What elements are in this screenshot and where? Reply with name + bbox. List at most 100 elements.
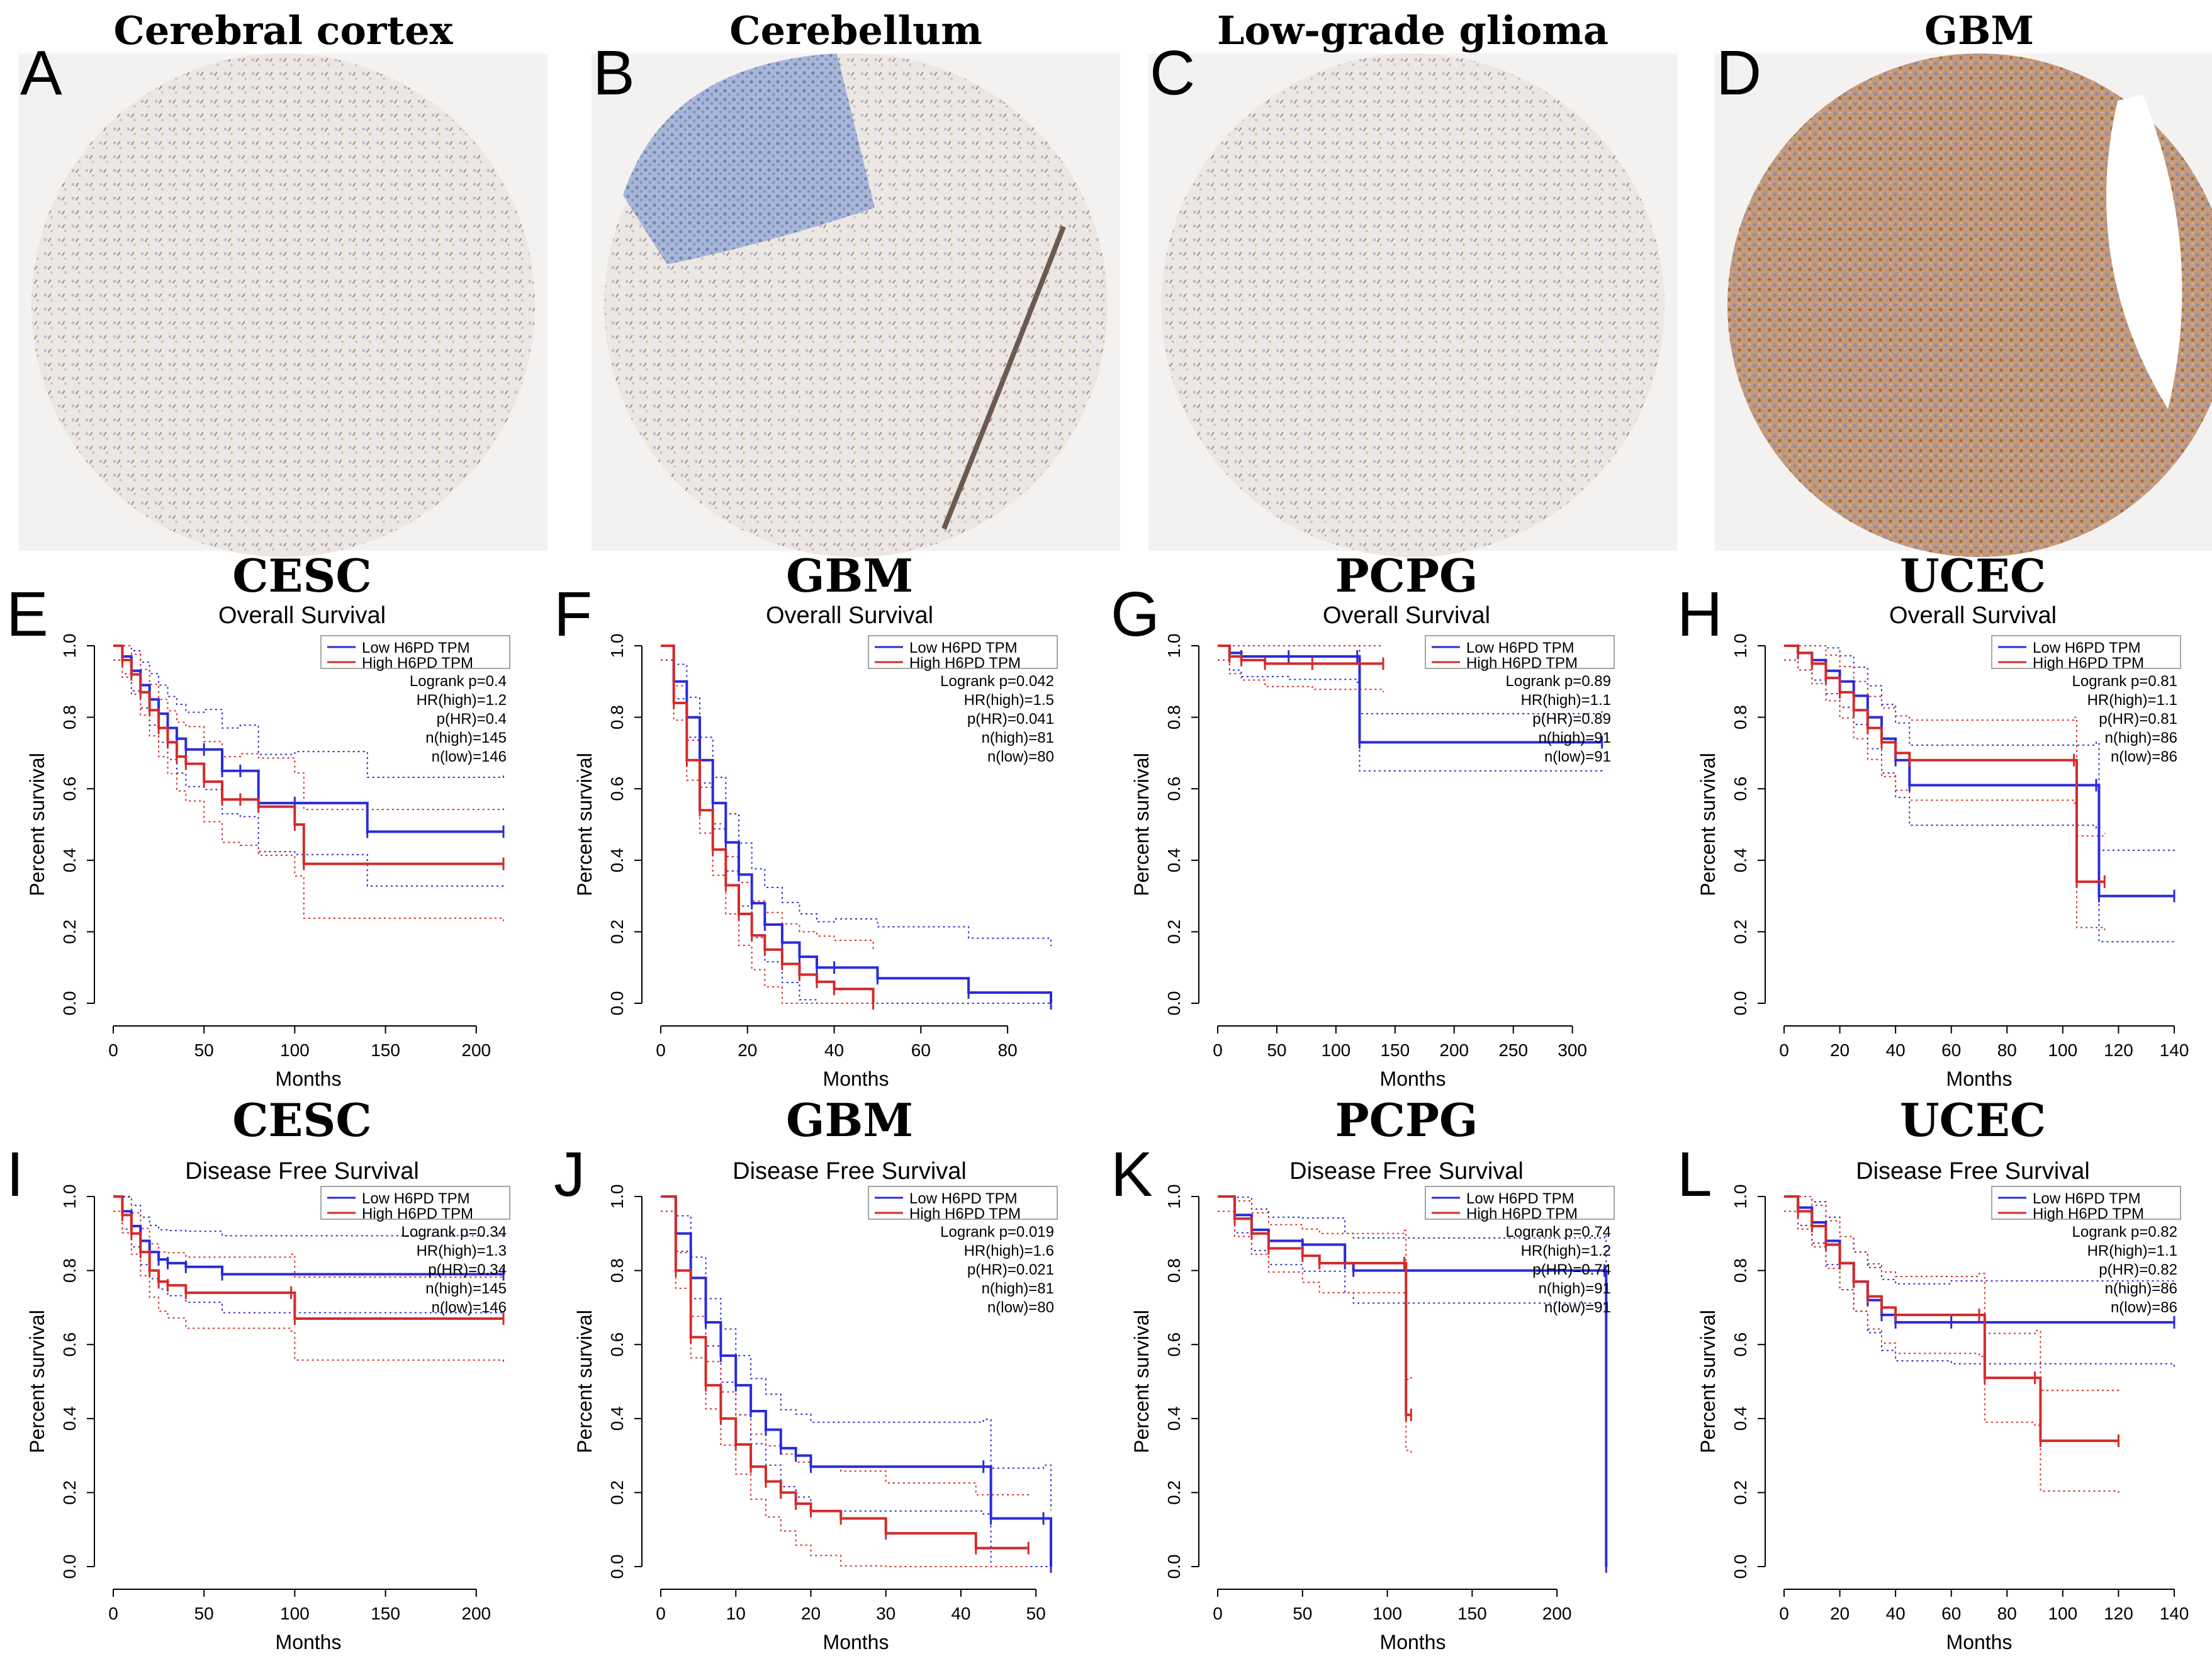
y-tick-label: 0.2 bbox=[60, 1480, 79, 1505]
legend-label: Low H6PD TPM bbox=[362, 639, 470, 656]
x-tick-label: 120 bbox=[2104, 1040, 2133, 1060]
y-tick-label: 0.4 bbox=[60, 1406, 79, 1431]
stat-text: p(HR)=0.81 bbox=[2099, 711, 2177, 728]
stat-text: n(low)=146 bbox=[432, 748, 507, 765]
chart-subtitle: Disease Free Survival bbox=[185, 1158, 419, 1185]
y-tick-label: 0.2 bbox=[1164, 1480, 1184, 1505]
ci-lower-high bbox=[113, 1210, 504, 1363]
stat-text: n(high)=91 bbox=[1539, 729, 1611, 746]
ihc-panel-d: GBM D bbox=[1715, 8, 2212, 557]
legend-box bbox=[320, 1186, 510, 1220]
x-tick-label: 100 bbox=[2048, 1604, 2077, 1623]
y-tick-label: 0.6 bbox=[607, 1332, 627, 1357]
stat-text: p(HR)=0.021 bbox=[967, 1261, 1054, 1278]
x-tick-label: 40 bbox=[1886, 1604, 1906, 1623]
stat-text: n(high)=86 bbox=[2105, 729, 2177, 746]
km-curve-high bbox=[661, 1195, 1029, 1550]
ci-upper-low bbox=[661, 1196, 1052, 1511]
chart-panel-letter: L bbox=[1677, 1139, 1712, 1210]
x-tick-label: 150 bbox=[371, 1604, 400, 1623]
x-tick-label: 100 bbox=[2048, 1040, 2077, 1060]
legend-label: Low H6PD TPM bbox=[2033, 1190, 2141, 1207]
stat-text: Logrank p=0.81 bbox=[2072, 673, 2177, 690]
x-tick-label: 40 bbox=[824, 1040, 844, 1060]
km-chart-k: K PCPG Disease Free Survival 0.0 0.2 0.4 0.6 0.… bbox=[1111, 1093, 1615, 1653]
x-tick-label: 100 bbox=[1373, 1604, 1402, 1623]
legend-label: High H6PD TPM bbox=[909, 1205, 1021, 1222]
x-tick-label: 20 bbox=[1830, 1604, 1850, 1623]
x-tick-label: 300 bbox=[1558, 1040, 1587, 1060]
x-tick-label: 80 bbox=[1997, 1040, 2017, 1060]
legend-label: Low H6PD TPM bbox=[1466, 1190, 1575, 1207]
x-tick-label: 150 bbox=[1380, 1040, 1410, 1060]
y-tick-label: 0.6 bbox=[60, 777, 79, 801]
stat-text: Logrank p=0.042 bbox=[940, 673, 1054, 690]
x-axis-label: Months bbox=[1380, 1631, 1446, 1653]
x-axis-label: Months bbox=[276, 1631, 342, 1653]
x-tick-label: 50 bbox=[1267, 1040, 1286, 1060]
ci-lower-low bbox=[1218, 1210, 1607, 1567]
y-tick-label: 0.6 bbox=[1164, 777, 1184, 801]
y-tick-label: 0.2 bbox=[1164, 920, 1184, 944]
x-tick-label: 60 bbox=[1941, 1040, 1961, 1060]
legend-label: High H6PD TPM bbox=[362, 655, 473, 672]
y-tick-label: 1.0 bbox=[607, 1185, 627, 1209]
stat-text: n(high)=81 bbox=[982, 1280, 1054, 1297]
ihc-panel-title: GBM bbox=[1924, 8, 2034, 53]
y-tick-label: 0.8 bbox=[607, 1258, 627, 1283]
chart-title: CESC bbox=[232, 549, 371, 602]
stat-text: Logrank p=0.4 bbox=[410, 673, 507, 690]
ihc-tissue-core bbox=[1727, 53, 2212, 557]
stat-text: HR(high)=1.1 bbox=[2087, 692, 2177, 709]
x-tick-label: 50 bbox=[194, 1604, 214, 1623]
stat-text: n(low)=86 bbox=[2111, 748, 2177, 765]
x-tick-label: 60 bbox=[911, 1040, 931, 1060]
y-tick-label: 0.0 bbox=[1164, 991, 1184, 1016]
y-tick-label: 0.0 bbox=[60, 991, 79, 1016]
y-tick-label: 0.0 bbox=[607, 1555, 627, 1579]
km-chart-l: L UCEC Disease Free Survival 0.0 0.2 0.4 0.6 0.… bbox=[1677, 1093, 2189, 1653]
x-tick-label: 40 bbox=[1886, 1040, 1906, 1060]
legend-label: Low H6PD TPM bbox=[909, 639, 1018, 656]
x-tick-label: 40 bbox=[951, 1604, 970, 1623]
x-tick-label: 140 bbox=[2160, 1604, 2189, 1623]
y-tick-label: 0.2 bbox=[60, 920, 79, 944]
ihc-panel-letter: A bbox=[20, 38, 62, 108]
ihc-tissue-tear bbox=[2106, 94, 2182, 409]
stat-text: HR(high)=1.1 bbox=[1521, 692, 1611, 709]
y-tick-label: 1.0 bbox=[60, 1185, 79, 1209]
y-tick-label: 0.0 bbox=[1731, 991, 1750, 1016]
stat-text: n(high)=145 bbox=[425, 729, 507, 746]
ci-lower-high bbox=[1784, 659, 2106, 931]
y-tick-label: 1.0 bbox=[1164, 634, 1184, 658]
y-tick-label: 0.4 bbox=[607, 848, 627, 872]
y-tick-label: 0.2 bbox=[607, 920, 627, 944]
km-chart-i: I CESC Disease Free Survival 0.0 0.2 0.4 0.6 0.… bbox=[6, 1093, 510, 1653]
x-axis-label: Months bbox=[1380, 1067, 1446, 1090]
x-tick-label: 100 bbox=[280, 1040, 310, 1060]
y-axis-label: Percent survival bbox=[26, 1310, 48, 1453]
y-tick-label: 0.8 bbox=[607, 705, 627, 729]
ihc-images: Cerebral cortex A Cerebellum B Low-grade gli… bbox=[19, 8, 2212, 557]
y-tick-label: 0.2 bbox=[607, 1480, 627, 1505]
y-tick-label: 0.8 bbox=[1731, 705, 1750, 729]
x-tick-label: 100 bbox=[1322, 1040, 1351, 1060]
y-tick-label: 0.2 bbox=[1731, 920, 1750, 944]
y-tick-label: 0.4 bbox=[1164, 848, 1184, 872]
chart-subtitle: Overall Survival bbox=[1889, 602, 2057, 629]
ci-lower-high bbox=[661, 659, 873, 1004]
ci-lower-low bbox=[661, 1210, 1051, 1567]
x-tick-label: 0 bbox=[656, 1040, 666, 1060]
y-tick-label: 1.0 bbox=[607, 634, 627, 658]
legend-label: High H6PD TPM bbox=[2033, 655, 2144, 672]
chart-subtitle: Overall Survival bbox=[766, 602, 933, 629]
stat-text: n(low)=80 bbox=[987, 1299, 1054, 1316]
ihc-panel-a: Cerebral cortex A bbox=[19, 8, 547, 557]
legend-label: Low H6PD TPM bbox=[2033, 639, 2141, 656]
